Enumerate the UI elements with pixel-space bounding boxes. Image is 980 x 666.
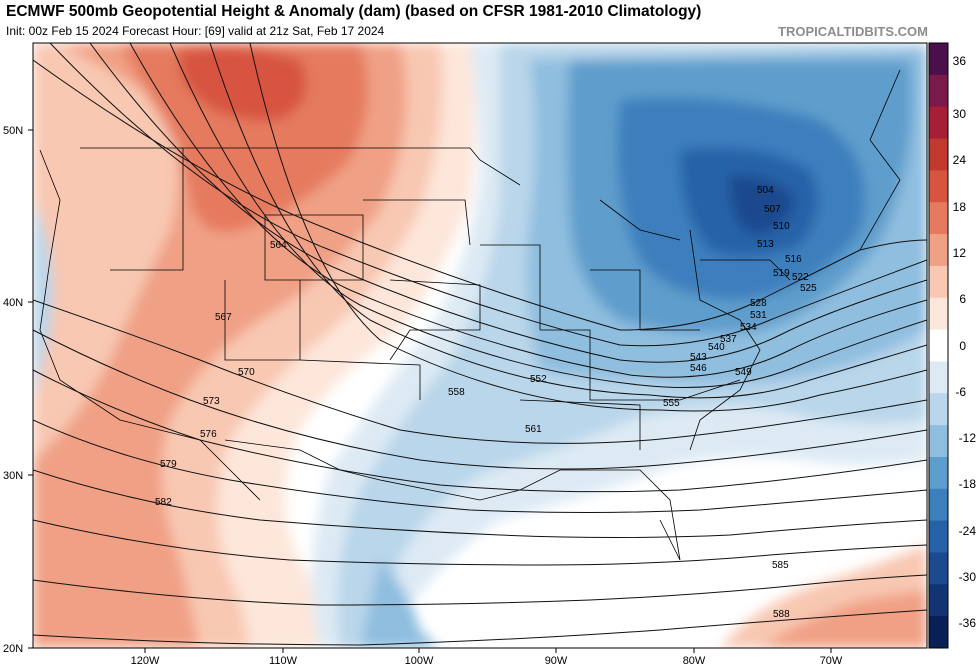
colorbar-label: -12 — [959, 431, 977, 445]
colorbar-label: -24 — [959, 524, 977, 538]
colorbar-label: -18 — [959, 477, 977, 491]
colorbar-swatch — [929, 584, 948, 617]
contour-label: 573 — [203, 396, 220, 407]
colorbar-swatch — [929, 616, 948, 649]
contour-label: 555 — [663, 398, 680, 409]
lon-label: 70W — [820, 655, 843, 666]
contour-label: 510 — [773, 221, 790, 232]
lat-label: 20N — [3, 643, 23, 655]
colorbar-swatch — [929, 425, 948, 458]
colorbar-swatch — [929, 552, 948, 585]
contour-label: 585 — [772, 560, 789, 571]
colorbar-swatch — [929, 43, 948, 76]
longitude-axis: 120W 110W 100W 90W 80W 70W — [131, 648, 843, 666]
latitude-axis: 50N 40N 30N 20N — [3, 125, 33, 655]
colorbar-swatch — [929, 520, 948, 553]
contour-label: 531 — [750, 310, 767, 321]
contour-label: 579 — [160, 459, 177, 470]
colorbar — [928, 42, 949, 649]
lat-label: 40N — [3, 297, 23, 309]
contour-label: 552 — [530, 374, 547, 385]
brand-label[interactable]: TROPICALTIDBITS.COM — [778, 24, 928, 39]
lon-label: 120W — [131, 655, 160, 666]
map-title: ECMWF 500mb Geopotential Height & Anomal… — [6, 3, 702, 20]
lon-label: 90W — [545, 655, 568, 666]
colorbar-label: 6 — [959, 292, 966, 306]
contour-label: 588 — [773, 609, 790, 620]
lat-label: 50N — [3, 125, 23, 137]
map-subtitle: Init: 00z Feb 15 2024 Forecast Hour: [69… — [6, 24, 385, 38]
contour-label: 576 — [200, 429, 217, 440]
colorbar-swatch — [929, 361, 948, 394]
contour-label: 534 — [740, 322, 757, 333]
colorbar-label: 36 — [953, 54, 967, 68]
colorbar-swatch — [929, 297, 948, 331]
contour-label: 561 — [525, 424, 542, 435]
colorbar-label: 18 — [953, 200, 967, 214]
colorbar-label: -30 — [959, 570, 977, 584]
lon-label: 100W — [405, 655, 434, 666]
map-frame — [32, 42, 928, 649]
colorbar-swatch — [929, 265, 948, 299]
colorbar-swatch — [929, 234, 948, 267]
contour-label: 504 — [757, 185, 774, 196]
contour-labels: 504 507 510 513 516 519 522 525 528 531 … — [155, 185, 817, 620]
colorbar-swatch — [929, 202, 948, 235]
contour-label: 507 — [764, 204, 781, 215]
contour-label: 570 — [238, 367, 255, 378]
colorbar-label: 0 — [959, 339, 966, 353]
colorbar-swatch — [929, 74, 948, 108]
colorbar-swatch — [929, 393, 948, 426]
colorbar-label: 12 — [953, 246, 967, 260]
contour-label: 546 — [690, 363, 707, 374]
contour-label: 564 — [270, 240, 287, 251]
contour-label: 558 — [448, 387, 465, 398]
contour-label: 519 — [773, 268, 790, 279]
colorbar-label: 30 — [953, 107, 967, 121]
colorbar-swatch — [929, 170, 948, 203]
contour-label: 513 — [757, 239, 774, 250]
lon-label: 80W — [683, 655, 706, 666]
colorbar-label: -36 — [959, 616, 977, 630]
contour-label: 543 — [690, 352, 707, 363]
contour-label: 537 — [720, 334, 737, 345]
contour-label: 522 — [792, 272, 809, 283]
contour-label: 540 — [708, 342, 725, 353]
colorbar-swatch — [929, 456, 948, 490]
colorbar-swatch — [929, 106, 948, 140]
colorbar-frame — [928, 42, 949, 649]
contour-label: 549 — [735, 367, 752, 378]
height-contours — [33, 43, 927, 646]
lat-label: 30N — [3, 470, 23, 482]
contour-label: 582 — [155, 497, 172, 508]
contour-label: 516 — [785, 254, 802, 265]
lon-label: 110W — [269, 655, 298, 666]
colorbar-swatch — [929, 138, 948, 171]
contour-label: 528 — [750, 298, 767, 309]
anomaly-field — [33, 43, 927, 648]
colorbar-label: -6 — [955, 385, 966, 399]
contour-label: 525 — [800, 283, 817, 294]
colorbar-swatch — [929, 329, 948, 362]
colorbar-labels: 36 30 24 18 12 6 0 -6 -12 -18 -24 -30 -3… — [953, 54, 977, 630]
colorbar-label: 24 — [953, 153, 967, 167]
contour-label: 567 — [215, 312, 232, 323]
colorbar-swatch — [929, 488, 948, 522]
